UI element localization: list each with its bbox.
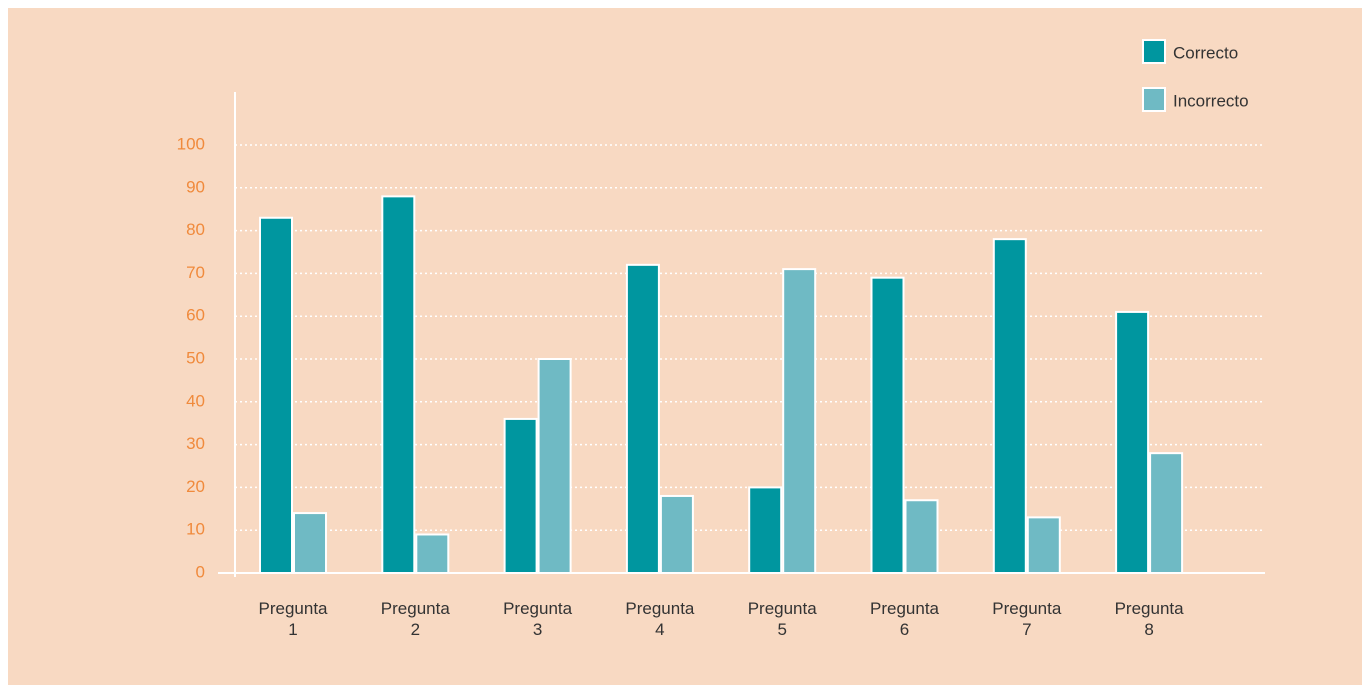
y-tick-label: 0 xyxy=(196,562,205,581)
y-tick-label: 100 xyxy=(177,134,205,153)
bar xyxy=(293,512,327,575)
y-tick-label: 90 xyxy=(186,177,205,196)
y-tick-label: 70 xyxy=(186,263,205,282)
x-tick-label: Pregunta 3 xyxy=(503,599,573,639)
bar xyxy=(659,494,694,574)
bar xyxy=(870,276,905,574)
legend-swatch xyxy=(1142,87,1166,112)
bar xyxy=(259,216,293,574)
bar xyxy=(625,263,660,574)
y-tick-label: 50 xyxy=(186,348,205,367)
bar xyxy=(537,358,572,574)
bar xyxy=(748,486,783,574)
bar xyxy=(1115,310,1150,574)
x-tick-label: Pregunta 7 xyxy=(992,599,1062,639)
x-tick-label: Pregunta 2 xyxy=(380,599,450,639)
x-tick-label: Pregunta 8 xyxy=(1114,599,1184,639)
bar xyxy=(904,499,939,574)
bar xyxy=(503,417,538,575)
bar xyxy=(992,238,1027,574)
y-tick-label: 80 xyxy=(186,220,205,239)
bar xyxy=(381,195,416,575)
bar xyxy=(782,268,817,574)
y-tick-label: 30 xyxy=(186,434,205,453)
bar xyxy=(415,533,450,574)
y-tick-label: 60 xyxy=(186,306,205,325)
x-tick-label: Pregunta 4 xyxy=(625,599,695,639)
legend-label: Correcto xyxy=(1173,43,1238,62)
legend-swatch xyxy=(1142,39,1166,64)
x-tick-label: Pregunta 1 xyxy=(258,599,328,639)
y-tick-label: 20 xyxy=(186,477,205,496)
x-tick-label: Pregunta 5 xyxy=(747,599,817,639)
legend-label: Incorrecto xyxy=(1173,91,1249,110)
bar xyxy=(1149,452,1184,574)
y-tick-label: 10 xyxy=(186,520,205,539)
y-tick-label: 40 xyxy=(186,391,205,410)
x-tick-label: Pregunta 6 xyxy=(870,599,939,639)
bar xyxy=(1026,516,1061,574)
